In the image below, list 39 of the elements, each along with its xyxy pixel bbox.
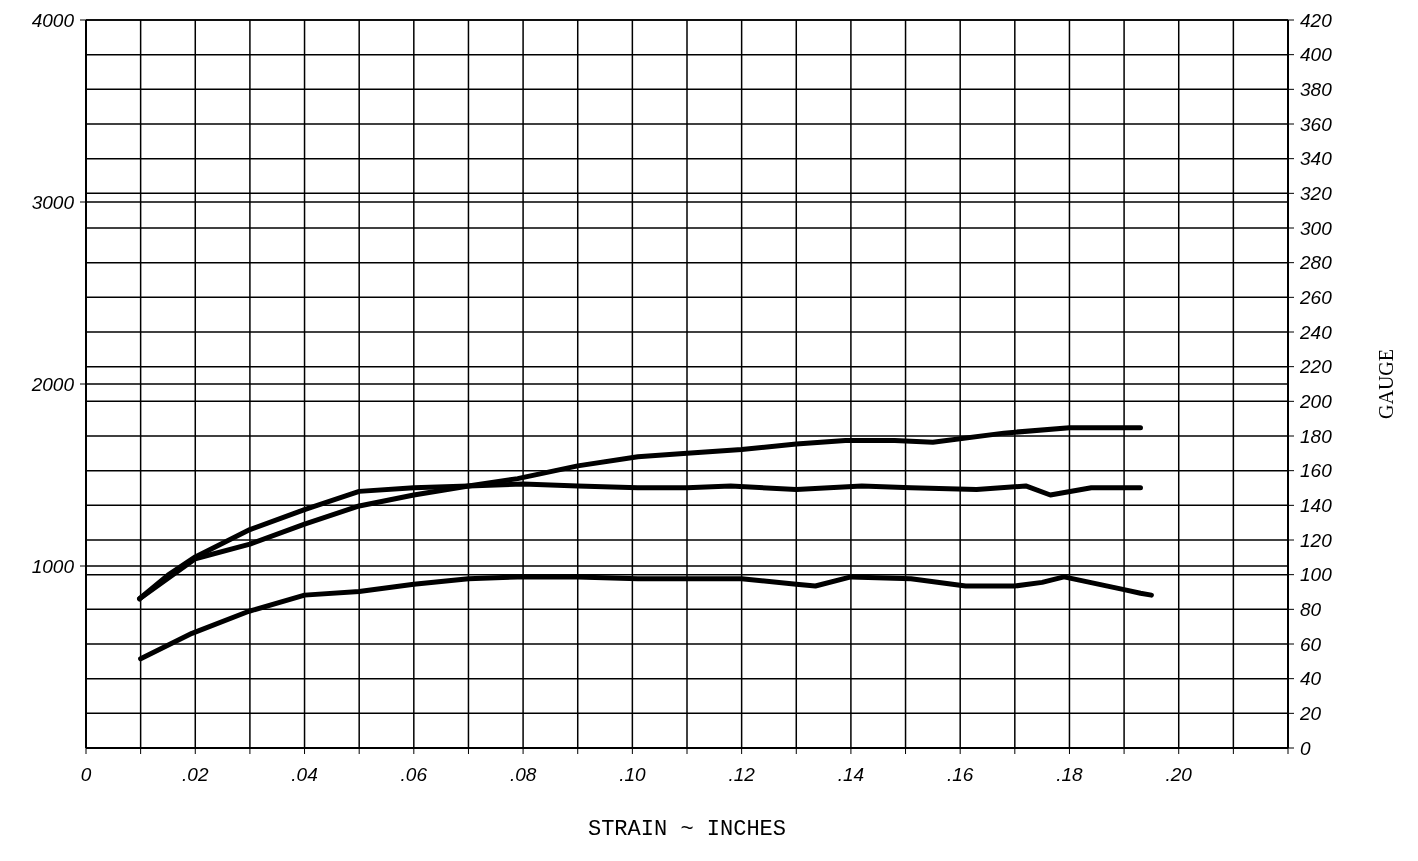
y2-tick-label: 100 — [1300, 564, 1333, 586]
y2-tick-label: 40 — [1300, 668, 1322, 690]
y2-tick-label: 220 — [1299, 356, 1333, 378]
y2-tick-label: 200 — [1299, 390, 1333, 412]
y2-tick-label: 160 — [1300, 460, 1333, 482]
x-tick-label: .02 — [182, 763, 209, 785]
x-tick-label: .18 — [1056, 763, 1084, 785]
y2-tick-label: 180 — [1300, 425, 1333, 447]
y2-tick-label: 240 — [1299, 321, 1333, 343]
y2-tick-label: 400 — [1300, 44, 1333, 66]
x-tick-label: .16 — [946, 763, 974, 785]
y2-axis-title: GAUGE — [1375, 349, 1398, 419]
y-tick-label: 2000 — [30, 373, 75, 395]
y-tick-label: 4000 — [31, 9, 75, 31]
y2-tick-label: 420 — [1300, 9, 1333, 31]
x-tick-label: .08 — [509, 763, 537, 785]
x-tick-label: .14 — [837, 763, 865, 785]
y2-tick-label: 280 — [1299, 252, 1333, 274]
y2-tick-label: 20 — [1299, 702, 1322, 724]
x-tick-label: .12 — [728, 763, 756, 785]
x-tick-label: .06 — [400, 763, 428, 785]
y2-tick-label: 0 — [1300, 737, 1311, 759]
y2-tick-label: 60 — [1300, 633, 1322, 655]
y-tick-label: 3000 — [31, 191, 75, 213]
y-tick-label: 1000 — [31, 555, 75, 577]
y2-tick-label: 260 — [1299, 286, 1333, 308]
y2-tick-label: 120 — [1300, 529, 1333, 551]
y2-tick-label: 340 — [1300, 148, 1333, 170]
x-tick-label: .20 — [1165, 763, 1193, 785]
y2-tick-label: 80 — [1300, 598, 1322, 620]
x-tick-label: 0 — [80, 763, 92, 785]
y2-tick-label: 360 — [1300, 113, 1333, 135]
x-tick-label: .10 — [619, 763, 646, 785]
y2-tick-label: 140 — [1300, 494, 1333, 516]
y2-tick-label: 380 — [1300, 78, 1333, 100]
y2-tick-label: 320 — [1300, 182, 1333, 204]
y2-tick-label: 300 — [1300, 217, 1333, 239]
x-tick-label: .04 — [291, 763, 318, 785]
x-axis-title: STRAIN ~ INCHES — [587, 817, 787, 842]
